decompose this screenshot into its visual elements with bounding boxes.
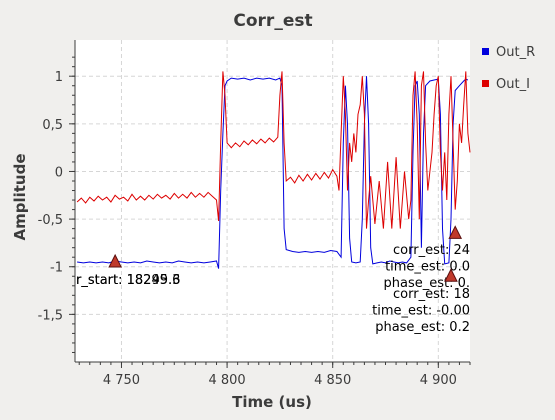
x-axis-ticks: 4 750 4 800 4 850 4 900 (78, 362, 471, 388)
chart-title: Corr_est (233, 11, 312, 31)
y-tick-label: -1,5 (38, 308, 63, 323)
y-tick-label: 0,5 (42, 118, 63, 133)
tag-label: corr_est: 24 (393, 243, 470, 258)
y-tick-label: -0,5 (38, 213, 63, 228)
x-tick-label: 4 800 (208, 373, 245, 388)
tag-marker[interactable] (108, 253, 122, 268)
tag-marker[interactable] (444, 268, 458, 282)
x-tick-label: 4 750 (103, 373, 140, 388)
y-tick-label: -1 (50, 261, 63, 276)
annotation-layer: r_start: 18249.6r_start: 18295.3 corr_est… (76, 225, 470, 335)
series-line-out-i (76, 71, 471, 229)
tag-label: time_est: 0.0 (385, 260, 470, 275)
legend[interactable]: Out_R Out_I (482, 45, 535, 92)
tag-label: corr_est: 18 (393, 287, 470, 302)
x-tick-label: 4 850 (314, 373, 351, 388)
y-axis-label: Amplitude (11, 153, 29, 240)
legend-item-label[interactable]: Out_R (496, 45, 535, 60)
tag-marker[interactable] (448, 225, 463, 239)
legend-item-label[interactable]: Out_I (496, 77, 530, 92)
tag-label: r_start: 18249.6 (76, 273, 180, 288)
legend-swatch[interactable] (482, 48, 489, 55)
x-axis-label: Time (us) (232, 393, 312, 411)
y-tick-label: 1 (55, 70, 63, 85)
tag-label: time_est: -0.00 (372, 304, 470, 319)
y-axis-ticks: 1 0,5 0 -0,5 -1 -1,5 (38, 56, 75, 353)
tag-label: r_start: 18295.3 (76, 273, 180, 288)
series-line-out-r (77, 76, 469, 269)
tag-label: phase_est: 0.2 (375, 320, 470, 335)
plot-area[interactable] (75, 40, 470, 362)
grid-lines (75, 40, 470, 362)
x-tick-label: 4 900 (420, 373, 457, 388)
legend-swatch[interactable] (482, 80, 489, 87)
series-layer (76, 71, 471, 269)
y-tick-label: 0 (55, 165, 63, 180)
